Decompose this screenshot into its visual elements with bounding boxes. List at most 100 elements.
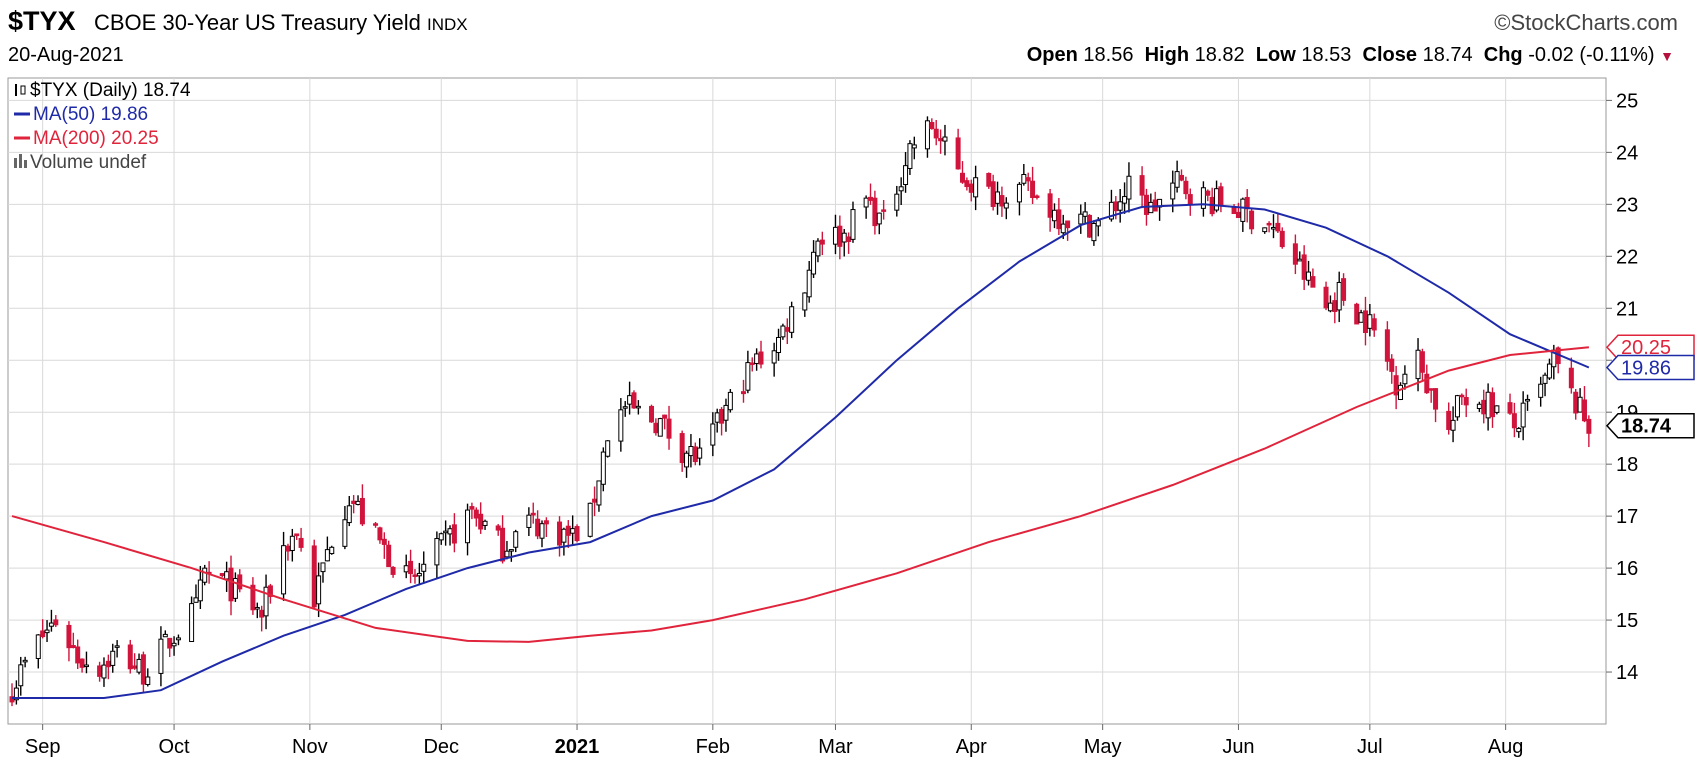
candle xyxy=(530,502,536,524)
candle-body xyxy=(999,195,1005,207)
candle-body xyxy=(1091,223,1097,242)
candle-body xyxy=(1235,211,1241,219)
candle xyxy=(281,531,287,601)
horizontal-grid xyxy=(8,99,1606,673)
candle xyxy=(1030,166,1036,205)
candle xyxy=(1310,268,1316,288)
candle xyxy=(53,615,59,627)
x-tick-label-Jun: Jun xyxy=(1222,736,1254,758)
candle xyxy=(294,533,300,541)
candle-body xyxy=(193,597,199,603)
candle-body xyxy=(500,527,506,562)
candle xyxy=(1126,162,1132,213)
candle-body xyxy=(535,518,541,537)
candle xyxy=(850,201,856,243)
candle xyxy=(158,626,164,687)
candle xyxy=(697,438,703,466)
candle xyxy=(898,177,904,206)
candle-body xyxy=(1021,174,1027,184)
y-tick-label-25: 25 xyxy=(1616,90,1638,112)
candle xyxy=(631,390,637,409)
candle xyxy=(1139,166,1145,209)
candle-body xyxy=(666,418,672,439)
candle-body xyxy=(167,637,173,649)
x-tick-label-Feb: Feb xyxy=(696,736,730,758)
candle xyxy=(329,545,335,555)
candle xyxy=(1091,220,1097,246)
candle-body xyxy=(1586,418,1592,434)
candle-body xyxy=(13,687,19,701)
legend-ma50-text: MA(50) 19.86 xyxy=(33,104,148,125)
candle xyxy=(657,417,663,437)
candle-body xyxy=(377,527,383,541)
candle xyxy=(1384,321,1390,371)
candle xyxy=(44,620,50,642)
candle-body xyxy=(355,500,361,505)
candle xyxy=(1525,394,1531,411)
candle-body xyxy=(1240,198,1246,222)
candle-body xyxy=(1113,201,1119,212)
candle-body xyxy=(653,422,659,434)
candle xyxy=(539,520,545,548)
candle xyxy=(482,519,488,530)
candle-body xyxy=(863,197,869,208)
candle-body xyxy=(1489,392,1495,418)
candle-body xyxy=(780,325,786,338)
candle-body xyxy=(40,630,46,638)
candle-body xyxy=(421,563,427,572)
candle-body xyxy=(771,350,777,364)
candle-body xyxy=(434,538,440,566)
candle-body xyxy=(1183,180,1189,195)
price-chart[interactable]: 141516171819202122232425 SepOctNovDec202… xyxy=(0,70,1706,766)
candle-body xyxy=(66,624,72,649)
candle-body xyxy=(596,480,602,506)
y-tick-label-16: 16 xyxy=(1616,558,1638,580)
candle xyxy=(359,484,365,527)
open-label: Open xyxy=(1026,44,1078,66)
candle-body xyxy=(22,659,28,663)
candle-body xyxy=(1415,349,1421,380)
candle xyxy=(18,656,24,696)
candle xyxy=(1568,357,1574,394)
candle-body xyxy=(1122,196,1128,204)
candle-body xyxy=(754,353,760,364)
candle xyxy=(1240,197,1246,232)
candle-body xyxy=(1139,175,1145,196)
candle xyxy=(929,118,935,130)
candle-body xyxy=(1402,373,1408,385)
candle-body xyxy=(1310,276,1316,288)
candle xyxy=(1016,182,1022,216)
candle-body xyxy=(1218,186,1224,207)
candle-body xyxy=(1275,222,1281,232)
y-tick-label-23: 23 xyxy=(1616,194,1638,216)
candle-body xyxy=(513,531,519,548)
candle xyxy=(1292,234,1298,275)
candle-body xyxy=(679,433,685,464)
candle-body xyxy=(101,664,107,679)
candle-body xyxy=(622,406,628,409)
candle xyxy=(662,414,668,430)
candle-body xyxy=(289,535,295,551)
candle-body xyxy=(557,521,563,546)
candle xyxy=(469,502,475,520)
candle-body xyxy=(237,574,243,590)
candle xyxy=(1087,214,1093,238)
legend-volume-text: Volume undef xyxy=(30,152,147,173)
candle-body xyxy=(539,523,545,539)
candle xyxy=(1398,382,1404,401)
candle xyxy=(740,379,746,403)
y-tick-label-21: 21 xyxy=(1616,298,1638,320)
candle-body xyxy=(684,452,690,468)
candle-body xyxy=(263,586,269,617)
candle-body xyxy=(1262,227,1268,233)
candle xyxy=(22,656,28,668)
candle-body xyxy=(1200,187,1206,209)
candle xyxy=(1538,376,1544,407)
candle-body xyxy=(1205,190,1211,196)
brand-logo[interactable]: ©StockCharts.com xyxy=(1494,10,1678,35)
candle-body xyxy=(1332,300,1338,312)
candle xyxy=(451,513,457,553)
candle-body xyxy=(105,660,111,668)
legend-price-text: $TYX (Daily) 18.74 xyxy=(30,80,191,101)
candle xyxy=(924,116,930,158)
